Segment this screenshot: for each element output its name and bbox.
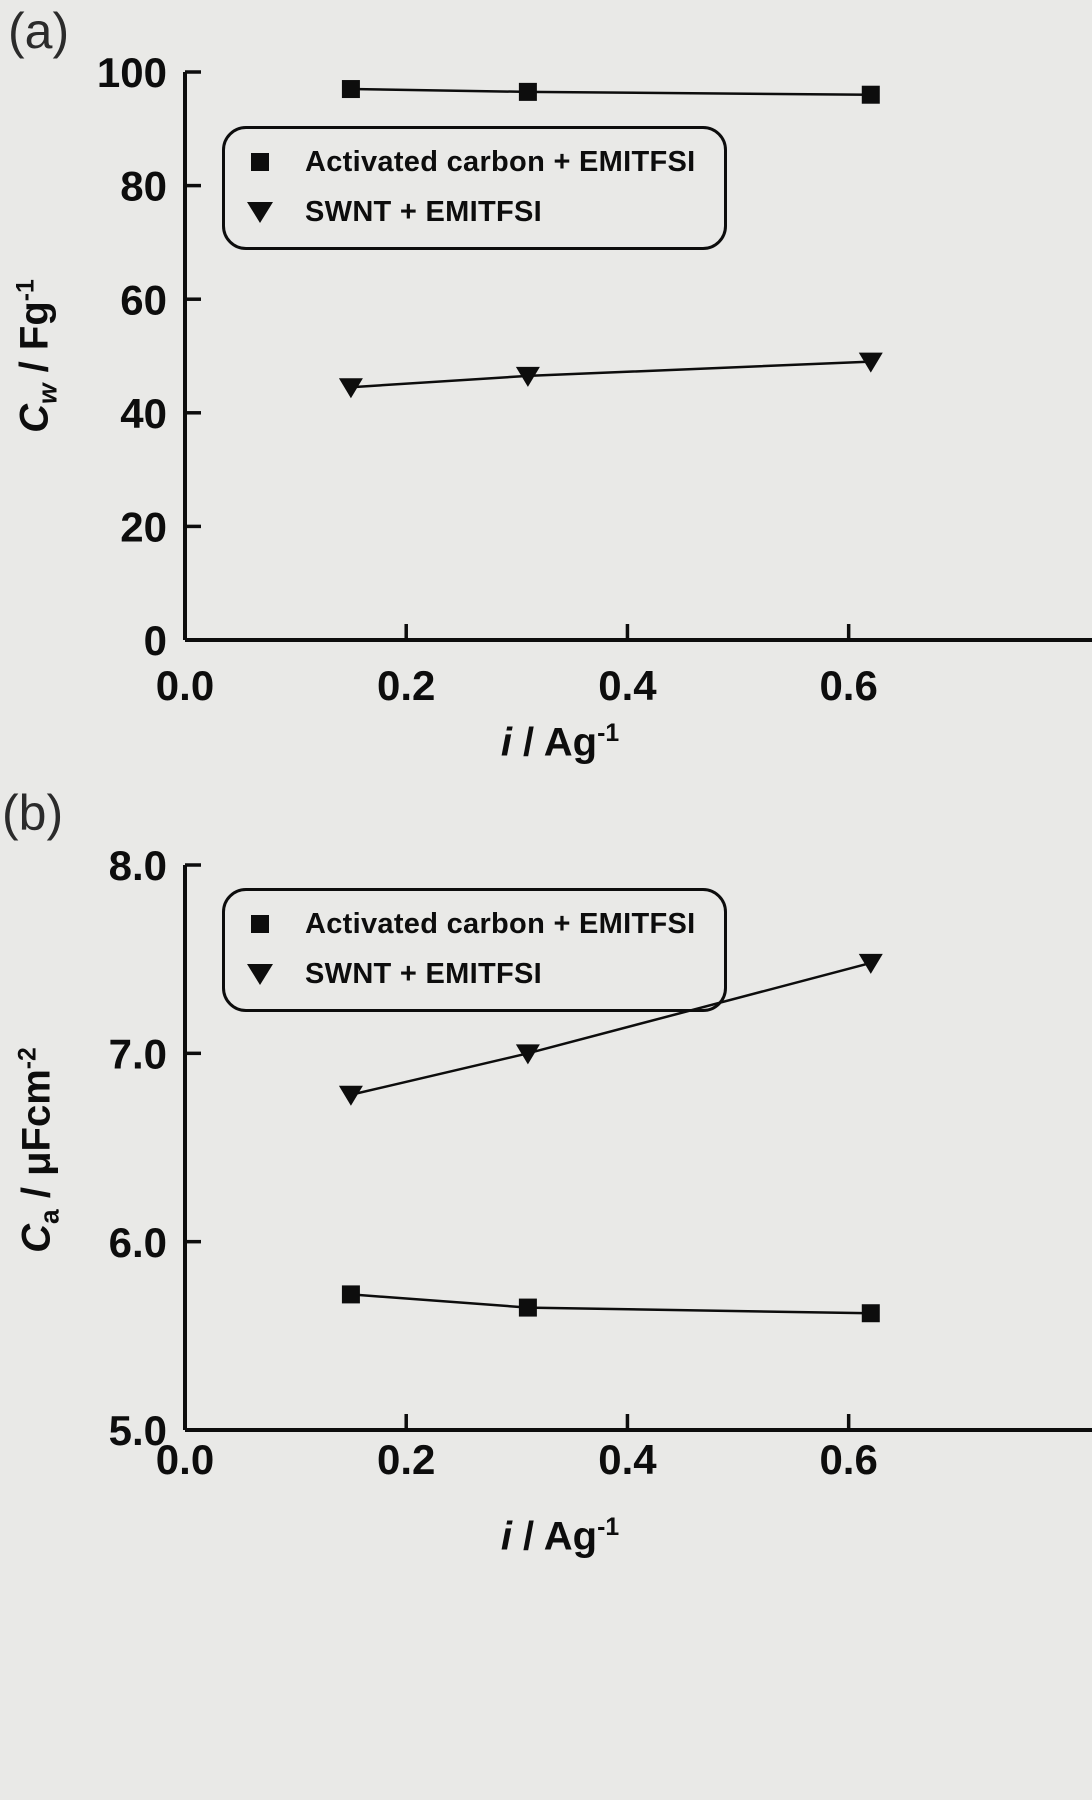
data-point-square (341, 1285, 360, 1304)
legend-item-activated-carbon: Activated carbon + EMITFSI (247, 141, 696, 183)
legend-label: Activated carbon + EMITFSI (305, 145, 696, 178)
data-point-triangle-down (515, 1044, 540, 1065)
x-axis-title-a: i / Ag-1 (501, 720, 619, 765)
chart-a-canvas: 0 20 40 60 80 100 0.0 0.2 0.4 0.6 (97, 49, 1092, 709)
series-line-triangle-down (350, 360, 871, 389)
y-axis-exponent: -1 (12, 279, 40, 302)
y-axis-variable: C (14, 1223, 59, 1253)
x-tick-label: 0.2 (377, 1436, 435, 1483)
y-tick-label: 0 (144, 617, 167, 664)
panel-b-label: (b) (2, 785, 64, 841)
x-axis-variable: i (500, 1514, 512, 1559)
y-axis-subscript: w (32, 383, 63, 404)
y-axis-variable: C (12, 403, 57, 433)
data-point-triangle-down (338, 378, 363, 399)
triangle-down-marker-icon (247, 963, 273, 985)
x-axis-title-b: i / Ag-1 (501, 1514, 619, 1559)
series-line-square (350, 87, 871, 96)
x-tick-label: 0.6 (819, 1436, 877, 1483)
y-tick-label: 80 (120, 163, 167, 210)
y-axis-title-a: Cw / Fg-1 (12, 279, 63, 433)
y-axis-title-b: Ca / μFcm-2 (14, 1047, 65, 1253)
legend-label: SWNT + EMITFSI (305, 957, 543, 990)
x-tick-label: 0.4 (598, 1436, 657, 1483)
panel-a: 0 20 40 60 80 100 0.0 0.2 0.4 0.6 (a) Cw / Fg-1 A… (0, 0, 1092, 780)
data-point-square (861, 85, 880, 104)
y-tick-label: 100 (97, 49, 167, 96)
panel-b: 5.0 6.0 7.0 8.0 0.0 0.2 0.4 0.6 (b) Ca / μFcm-2… (0, 780, 1092, 1800)
y-axis-subscript: a (34, 1209, 65, 1224)
legend-b: Activated carbon + EMITFSI SWNT + EMITFS… (222, 888, 727, 1012)
triangle-down-marker-icon (247, 201, 273, 223)
y-tick-label: 60 (120, 276, 167, 323)
x-tick-label: 0.4 (598, 662, 657, 709)
x-axis-units: / Ag (511, 720, 598, 765)
data-point-triangle-down (858, 352, 883, 373)
legend-item-swnt: SWNT + EMITFSI (247, 953, 696, 995)
y-tick-label: 20 (120, 504, 167, 551)
square-marker-icon (251, 153, 269, 171)
y-tick-label: 8.0 (109, 842, 167, 889)
x-tick-label: 0.6 (819, 662, 877, 709)
legend-item-activated-carbon: Activated carbon + EMITFSI (247, 903, 696, 945)
data-point-square (861, 1304, 880, 1323)
y-tick-label: 6.0 (109, 1219, 167, 1266)
legend-label: SWNT + EMITFSI (305, 195, 543, 228)
data-point-square (518, 82, 537, 101)
data-point-square (341, 80, 360, 99)
y-axis-units: / Fg (12, 301, 57, 384)
x-axis-exponent: -1 (597, 1514, 620, 1541)
data-point-triangle-down (338, 1085, 363, 1106)
legend-a: Activated carbon + EMITFSI SWNT + EMITFS… (222, 126, 727, 250)
y-tick-label: 40 (120, 390, 167, 437)
chart-b-canvas: 5.0 6.0 7.0 8.0 0.0 0.2 0.4 0.6 (109, 842, 1092, 1483)
x-tick-label: 0.0 (156, 1436, 214, 1483)
data-point-square (518, 1298, 537, 1317)
x-tick-label: 0.2 (377, 662, 435, 709)
panel-a-label: (a) (8, 3, 70, 59)
x-axis-exponent: -1 (597, 720, 620, 747)
x-tick-label: 0.0 (156, 662, 214, 709)
square-marker-icon (251, 915, 269, 933)
y-tick-label: 5.0 (109, 1407, 167, 1454)
y-tick-label: 7.0 (109, 1030, 167, 1077)
x-axis-variable: i (500, 720, 512, 765)
y-axis-exponent: -2 (14, 1047, 42, 1070)
series-line-square (350, 1293, 871, 1315)
x-axis-units: / Ag (511, 1514, 598, 1559)
data-point-triangle-down (858, 953, 883, 974)
data-point-triangle-down (515, 366, 540, 387)
y-axis-units: / μFcm (14, 1069, 59, 1210)
legend-label: Activated carbon + EMITFSI (305, 907, 696, 940)
legend-item-swnt: SWNT + EMITFSI (247, 191, 696, 233)
